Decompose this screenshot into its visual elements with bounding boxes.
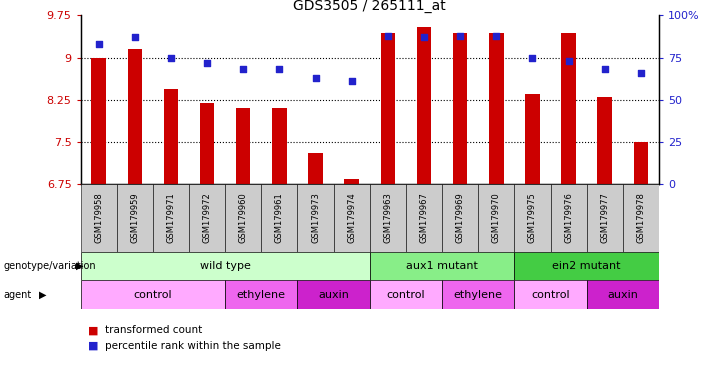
Text: control: control	[387, 290, 426, 300]
Text: aux1 mutant: aux1 mutant	[406, 261, 478, 271]
Text: ethylene: ethylene	[237, 290, 286, 300]
Text: GSM179963: GSM179963	[383, 192, 393, 243]
Text: GSM179967: GSM179967	[419, 192, 428, 243]
Point	[599, 66, 611, 73]
Bar	[164, 89, 178, 184]
Point	[454, 33, 465, 39]
Bar	[272, 108, 287, 184]
Bar	[406, 184, 442, 252]
Point	[93, 41, 104, 47]
Bar	[200, 103, 215, 184]
Text: ■: ■	[88, 341, 98, 351]
Bar	[153, 184, 189, 252]
Text: GSM179970: GSM179970	[492, 192, 501, 243]
Bar	[117, 184, 153, 252]
Point	[274, 66, 285, 73]
Text: control: control	[531, 290, 570, 300]
Bar	[597, 97, 612, 184]
Bar	[225, 280, 297, 309]
Text: ethylene: ethylene	[454, 290, 503, 300]
Bar	[334, 184, 370, 252]
Text: GSM179976: GSM179976	[564, 192, 573, 243]
Text: ein2 mutant: ein2 mutant	[552, 261, 621, 271]
Text: GSM179969: GSM179969	[456, 192, 465, 243]
Point	[382, 33, 393, 39]
Bar	[550, 184, 587, 252]
Text: GSM179959: GSM179959	[130, 193, 139, 243]
Bar	[587, 280, 659, 309]
Bar	[489, 33, 503, 184]
Bar	[369, 280, 442, 309]
Bar	[81, 252, 370, 280]
Bar	[369, 184, 406, 252]
Bar	[308, 153, 322, 184]
Bar	[189, 184, 225, 252]
Text: GSM179975: GSM179975	[528, 192, 537, 243]
Bar	[225, 184, 261, 252]
Text: auxin: auxin	[318, 290, 349, 300]
Text: GSM179961: GSM179961	[275, 192, 284, 243]
Point	[418, 34, 430, 40]
Bar	[478, 184, 515, 252]
Point	[563, 58, 574, 64]
Bar	[297, 280, 369, 309]
Point	[635, 70, 646, 76]
Text: percentile rank within the sample: percentile rank within the sample	[105, 341, 281, 351]
Text: ■: ■	[88, 325, 98, 335]
Bar	[562, 33, 576, 184]
Text: GSM179971: GSM179971	[166, 192, 175, 243]
Bar	[442, 280, 515, 309]
Point	[527, 55, 538, 61]
Text: genotype/variation: genotype/variation	[4, 261, 96, 271]
Bar	[128, 49, 142, 184]
Bar	[515, 280, 587, 309]
Bar	[417, 26, 431, 184]
Bar	[453, 33, 468, 184]
Bar	[369, 252, 515, 280]
Point	[165, 55, 177, 61]
Text: GSM179973: GSM179973	[311, 192, 320, 243]
Text: auxin: auxin	[607, 290, 638, 300]
Bar	[261, 184, 297, 252]
Text: agent: agent	[4, 290, 32, 300]
Text: GSM179977: GSM179977	[600, 192, 609, 243]
Text: GSM179978: GSM179978	[637, 192, 646, 243]
Bar	[515, 252, 659, 280]
Text: transformed count: transformed count	[105, 325, 203, 335]
Point	[129, 34, 140, 40]
Text: ▶: ▶	[76, 261, 83, 271]
Bar	[81, 184, 117, 252]
Bar	[622, 184, 659, 252]
Text: GSM179974: GSM179974	[347, 192, 356, 243]
Text: ▶: ▶	[39, 290, 47, 300]
Bar	[634, 142, 648, 184]
Bar	[297, 184, 334, 252]
Text: wild type: wild type	[200, 261, 251, 271]
Point	[238, 66, 249, 73]
Point	[346, 78, 358, 84]
Point	[201, 60, 212, 66]
Point	[491, 33, 502, 39]
Bar	[91, 58, 106, 184]
Bar	[344, 179, 359, 184]
Text: control: control	[134, 290, 172, 300]
Point	[310, 75, 321, 81]
Text: GSM179958: GSM179958	[94, 192, 103, 243]
Bar	[525, 94, 540, 184]
Title: GDS3505 / 265111_at: GDS3505 / 265111_at	[294, 0, 446, 13]
Bar	[81, 280, 225, 309]
Bar	[587, 184, 622, 252]
Text: GSM179960: GSM179960	[239, 192, 247, 243]
Bar	[515, 184, 550, 252]
Bar	[236, 108, 250, 184]
Bar	[442, 184, 478, 252]
Bar	[381, 33, 395, 184]
Text: GSM179972: GSM179972	[203, 192, 212, 243]
